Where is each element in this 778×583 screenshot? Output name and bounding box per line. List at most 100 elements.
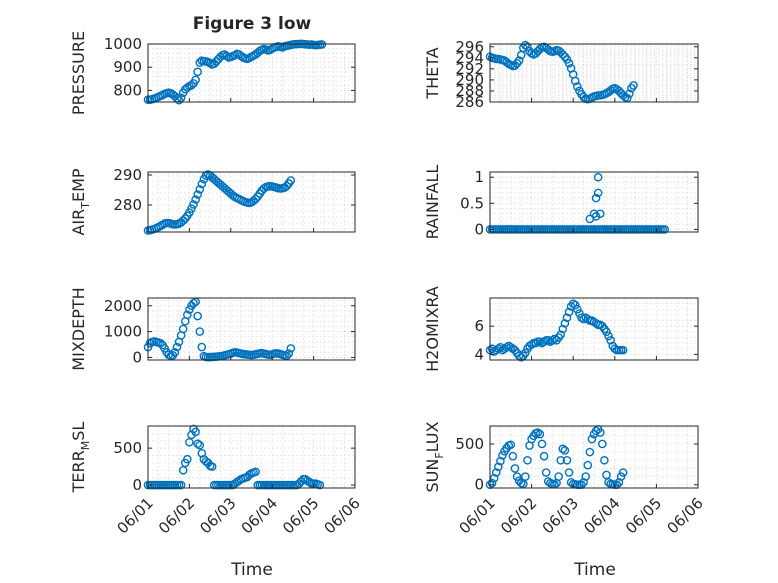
data-point bbox=[195, 185, 205, 194]
figure-title: Figure 3 low bbox=[193, 14, 312, 34]
data-point bbox=[556, 455, 566, 465]
axes-box bbox=[489, 297, 699, 361]
y-tick-label: 500 bbox=[113, 439, 142, 457]
subplot-1: 800 900 1000 PRESSURE bbox=[69, 31, 356, 115]
data-point bbox=[197, 342, 207, 352]
data-point bbox=[491, 468, 501, 477]
data-point bbox=[593, 172, 603, 182]
y-tick-label: 294 bbox=[455, 49, 484, 67]
data-point bbox=[170, 347, 180, 357]
y-tick-label: 4 bbox=[474, 345, 484, 363]
data-point bbox=[506, 440, 516, 450]
data-point bbox=[531, 338, 541, 348]
data-point bbox=[591, 426, 601, 436]
y-tick-label: 0 bbox=[132, 348, 142, 366]
data-point bbox=[614, 477, 624, 487]
axes-box bbox=[147, 43, 356, 103]
data-point bbox=[251, 467, 260, 477]
data-point bbox=[489, 473, 499, 483]
data-point bbox=[616, 472, 626, 481]
y-tick-label: 800 bbox=[113, 81, 142, 99]
y-tick-label: 0 bbox=[474, 476, 484, 494]
data-point bbox=[560, 319, 570, 328]
data-point bbox=[564, 59, 574, 68]
data-point bbox=[585, 447, 595, 457]
data-point bbox=[595, 428, 605, 437]
data-point bbox=[570, 76, 580, 86]
data-point bbox=[521, 348, 530, 358]
data-point bbox=[577, 313, 586, 323]
data-point bbox=[195, 58, 205, 67]
data-point bbox=[535, 337, 545, 346]
y-axis-label: MIXDEPTH bbox=[69, 287, 88, 370]
data-point bbox=[625, 89, 634, 99]
y-tick-label: 280 bbox=[113, 196, 142, 214]
data-point bbox=[494, 344, 503, 354]
data-point bbox=[573, 82, 582, 91]
y-axis-label: PRESSURE bbox=[69, 31, 88, 115]
y-tick-label: 2000 bbox=[104, 297, 142, 315]
y-tick-label: 288 bbox=[455, 82, 484, 100]
data-point bbox=[305, 477, 314, 487]
data-point bbox=[535, 429, 545, 439]
data-point bbox=[193, 311, 202, 321]
data-point bbox=[618, 345, 628, 355]
data-point bbox=[562, 313, 572, 323]
data-point bbox=[487, 478, 497, 488]
data-point bbox=[191, 427, 200, 437]
data-point bbox=[230, 50, 240, 60]
data-point bbox=[543, 335, 553, 345]
data-point bbox=[183, 83, 192, 92]
data-point bbox=[195, 440, 205, 450]
y-tick-label: 1000 bbox=[104, 35, 142, 53]
y-tick-label: 290 bbox=[455, 71, 484, 89]
data-point bbox=[178, 324, 188, 334]
grid-lines bbox=[147, 298, 356, 360]
data-point bbox=[581, 472, 590, 481]
data-point bbox=[521, 472, 530, 481]
data-point bbox=[560, 446, 570, 455]
data-point bbox=[510, 464, 520, 473]
data-point bbox=[564, 468, 574, 477]
y-tick-label: 500 bbox=[455, 435, 484, 453]
y-tick-label: 296 bbox=[455, 38, 484, 56]
data-point bbox=[539, 337, 549, 346]
data-point bbox=[156, 338, 165, 348]
data-point bbox=[579, 314, 588, 324]
data-point bbox=[562, 455, 572, 465]
data-point bbox=[521, 40, 530, 50]
axes-box bbox=[147, 425, 356, 489]
y-tick-label: 1000 bbox=[104, 323, 142, 341]
data-point bbox=[558, 50, 568, 59]
y-axis-label: H2OMIXRA bbox=[423, 286, 442, 372]
data-point bbox=[172, 342, 182, 352]
series-markers bbox=[143, 297, 296, 362]
data-point bbox=[191, 195, 200, 204]
data-point bbox=[598, 439, 607, 449]
data-point bbox=[604, 331, 613, 341]
data-point bbox=[498, 451, 507, 460]
series-markers bbox=[485, 299, 628, 362]
data-point bbox=[195, 327, 205, 336]
data-point bbox=[296, 477, 306, 486]
data-point bbox=[539, 451, 549, 461]
x-axis-label-right: Time bbox=[573, 560, 616, 580]
axes-box bbox=[147, 297, 356, 361]
data-point bbox=[286, 176, 296, 185]
data-point bbox=[523, 42, 532, 52]
data-point bbox=[178, 216, 188, 225]
data-point bbox=[187, 204, 196, 213]
data-point bbox=[282, 351, 291, 361]
data-point bbox=[222, 51, 231, 61]
data-point bbox=[183, 310, 192, 320]
data-point bbox=[315, 480, 325, 490]
y-axis-label: SUNFLUX bbox=[423, 421, 446, 492]
data-point bbox=[178, 465, 188, 475]
data-point bbox=[496, 456, 505, 466]
data-point bbox=[537, 439, 547, 449]
data-point bbox=[564, 307, 574, 317]
data-point bbox=[606, 335, 615, 345]
data-point bbox=[600, 455, 609, 465]
